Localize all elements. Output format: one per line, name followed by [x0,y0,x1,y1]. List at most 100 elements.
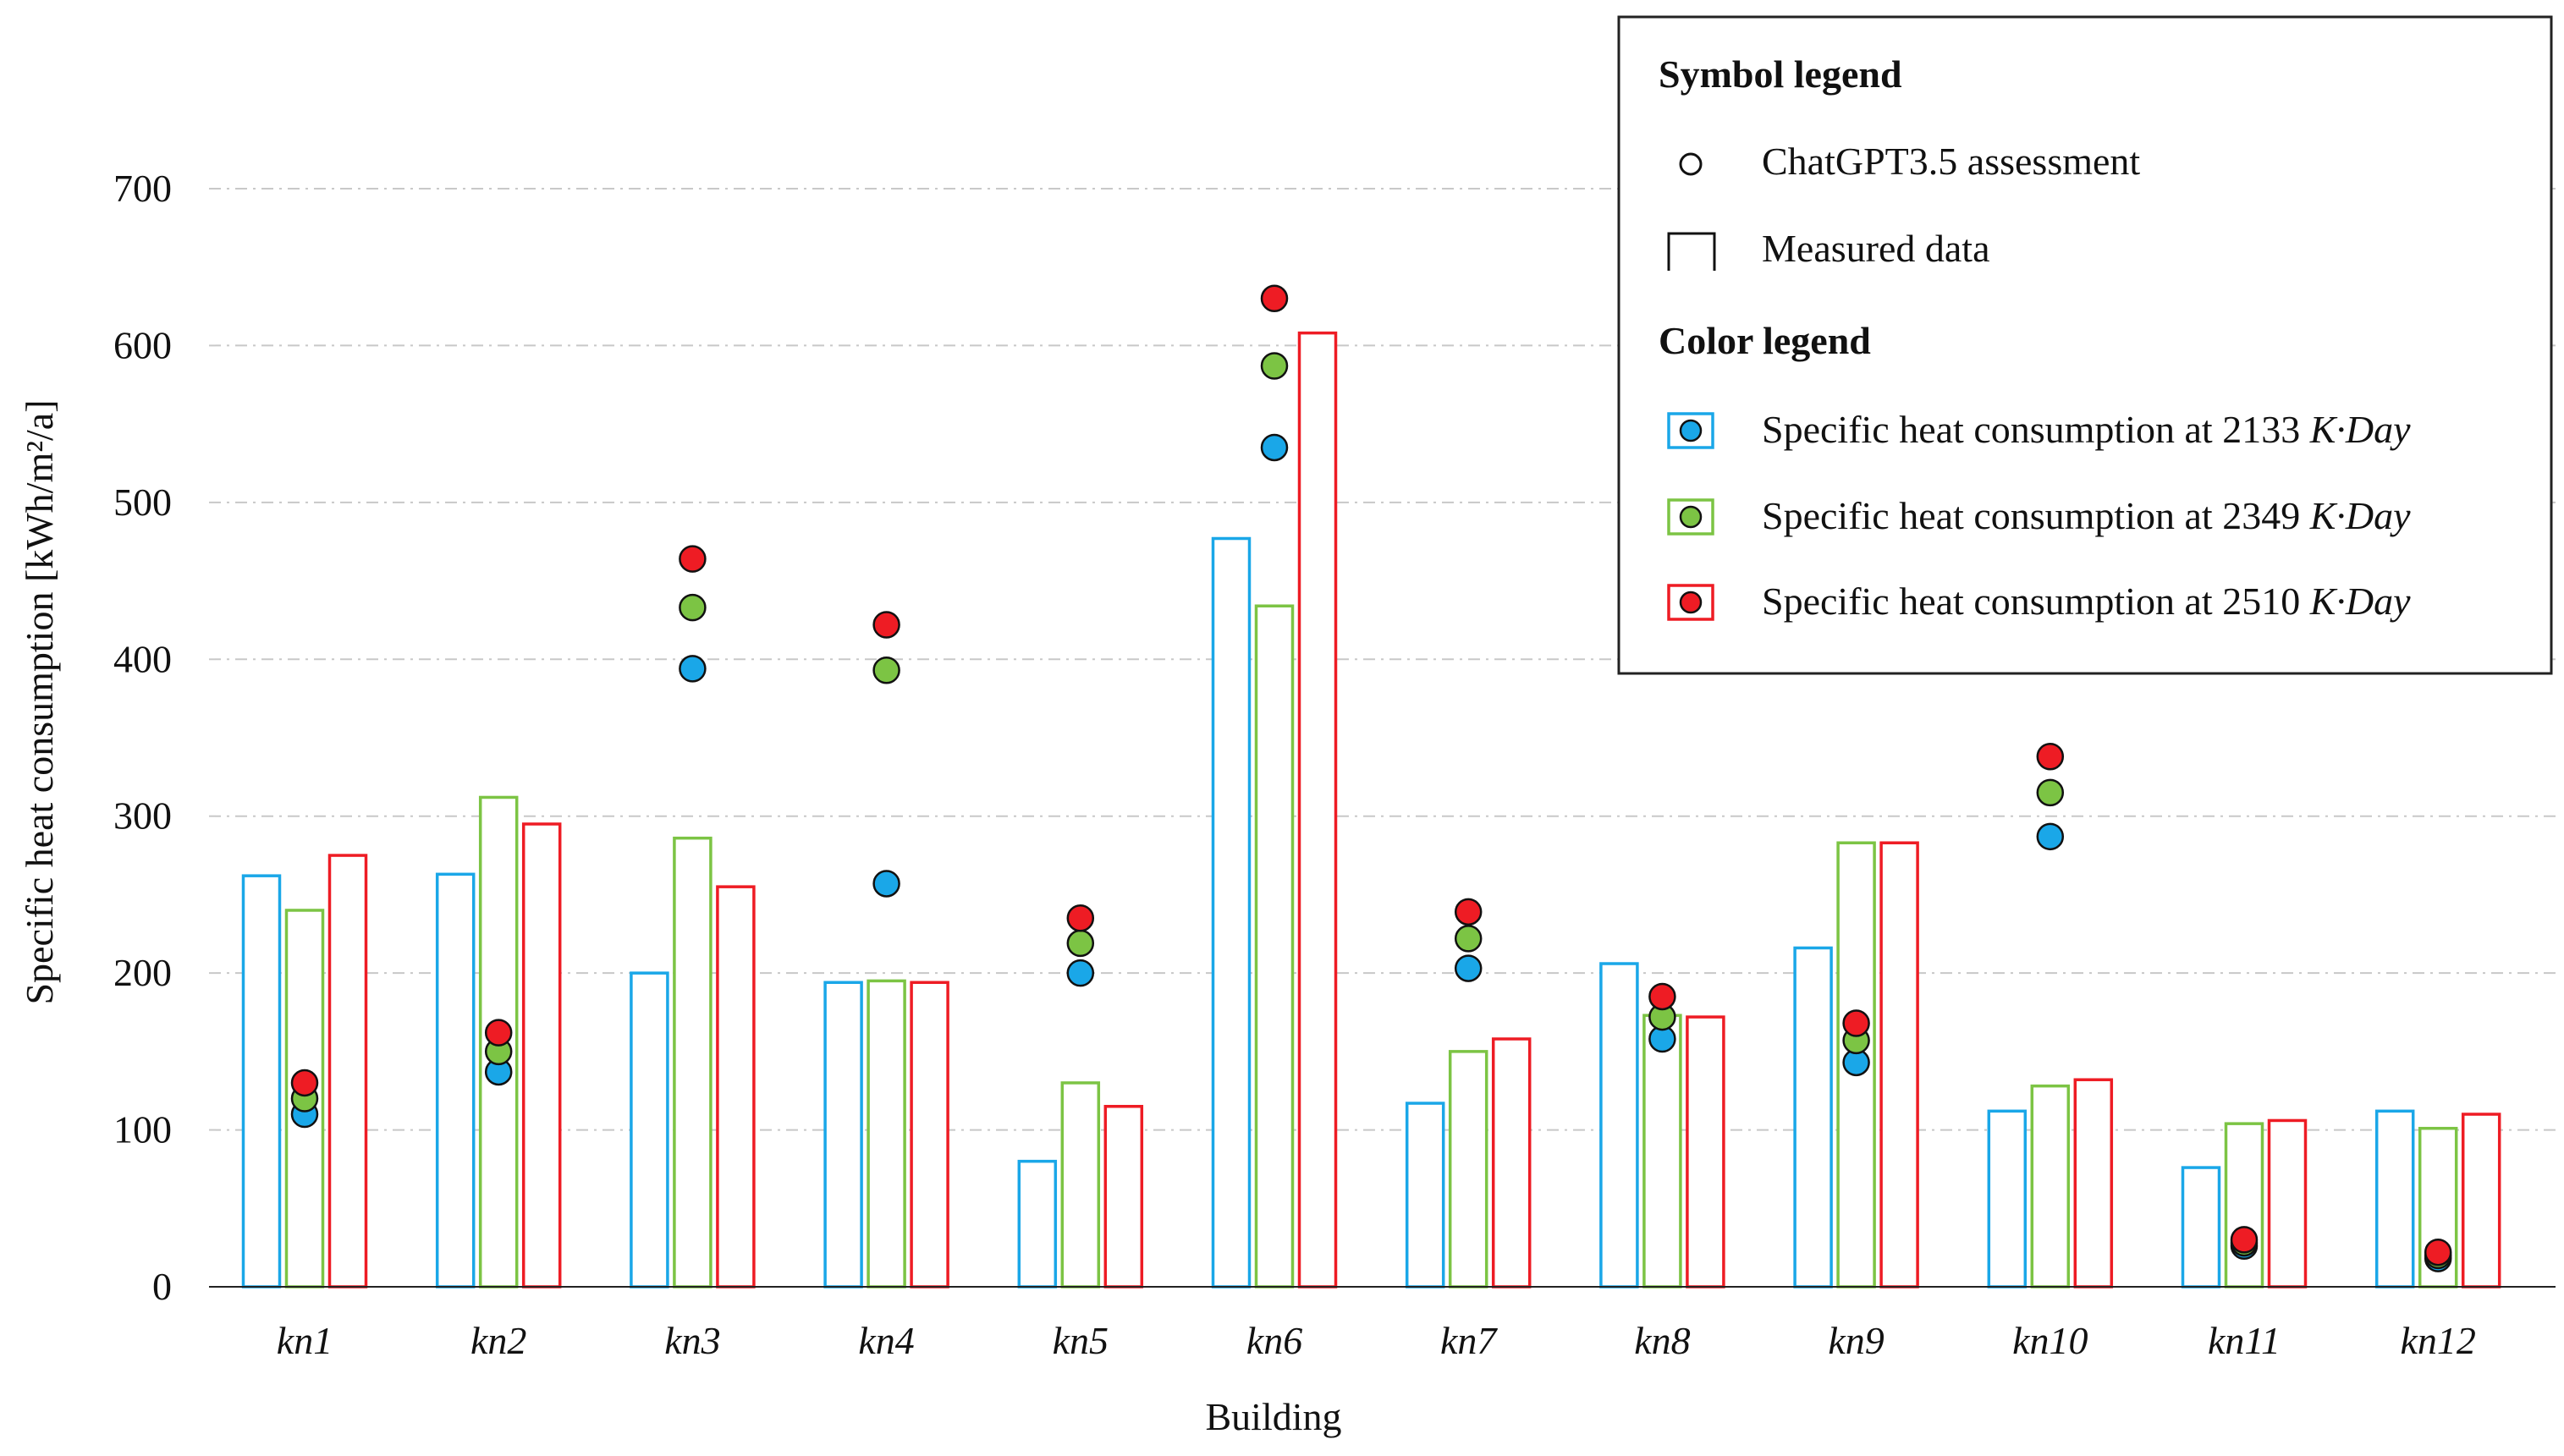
bar-kn4-2 [910,981,949,1288]
x-tick-label: kn7 [1440,1319,1498,1362]
x-tick-label: kn9 [1828,1319,1884,1362]
bar-kn1-0 [241,874,282,1288]
y-tick-label: 600 [113,323,172,366]
bar-kn8-2 [1686,1015,1725,1288]
legend-swatch-dot [1679,591,1703,614]
bar-kn10-1 [2030,1084,2071,1288]
x-tick-label: kn10 [2012,1319,2088,1362]
legend-swatch-dot [1679,505,1703,529]
y-tick-labels: 0 100 200 300 400 500 600 700 [113,167,172,1308]
point-kn6-1 [1260,352,1289,380]
legend-swatch-dot [1679,419,1703,442]
y-tick-label: 200 [113,951,172,994]
point-kn10-0 [2036,822,2065,851]
point-kn3-1 [679,593,707,622]
points [290,284,2452,1272]
bar-kn11-1 [2224,1122,2264,1288]
x-tick-label: kn8 [1634,1319,1690,1362]
legend-circle-symbol [1679,152,1703,176]
bar-kn7-0 [1405,1102,1445,1288]
bar-kn8-0 [1599,962,1639,1288]
bar-kn2-2 [521,822,562,1288]
y-tick-label: 400 [113,637,172,680]
x-tick-label: kn12 [2400,1319,2475,1362]
y-tick-label: 0 [152,1265,172,1308]
point-kn4-0 [872,870,900,898]
x-tick-label: kn1 [277,1319,333,1362]
legend-circle-label: ChatGPT3.5 assessment [1762,140,2140,183]
point-kn11-2 [2230,1226,2259,1254]
point-kn6-2 [1260,284,1289,313]
bar-kn7-2 [1491,1037,1532,1288]
bar-kn4-0 [823,981,863,1288]
bar-kn3-1 [673,836,713,1288]
point-kn8-2 [1648,982,1676,1011]
legend: Symbol legend ChatGPT3.5 assessment Meas… [1617,15,2553,675]
bar-kn5-2 [1103,1105,1144,1288]
bar-kn1-2 [327,854,368,1288]
bar-kn11-2 [2267,1118,2308,1288]
legend-color-label: Specific heat consumption at 2349 K·Day [1762,494,2411,537]
x-tick-labels: kn1 kn2 kn3 kn4 kn5 kn6 kn7 kn8 kn9 kn10 kn11 kn12 [277,1319,2476,1362]
bar-kn12-2 [2461,1113,2501,1288]
bar-kn3-2 [716,885,756,1288]
bar-kn6-1 [1254,604,1295,1288]
gridlines [209,188,2556,1131]
point-kn5-2 [1066,904,1095,932]
point-kn3-0 [679,655,707,683]
bar-kn10-0 [1987,1109,2028,1288]
point-kn10-1 [2036,778,2065,807]
point-kn5-1 [1066,929,1095,958]
bar-kn9-0 [1793,946,1833,1288]
bar-kn2-0 [435,872,476,1288]
bar-kn8-1 [1642,1014,1682,1288]
y-axis-title: Specific heat consumption [kWh/m²/a] [18,399,61,1004]
bar-kn5-1 [1060,1081,1101,1288]
legend-bar-symbol [1667,232,1716,271]
point-kn7-1 [1454,925,1483,953]
point-kn6-0 [1260,433,1289,462]
bar-kn3-0 [630,971,669,1288]
y-tick-label: 100 [113,1108,172,1151]
y-tick-label: 300 [113,794,172,838]
legend-color-label: Specific heat consumption at 2510 K·Day [1762,580,2411,623]
point-kn9-2 [1842,1009,1870,1037]
bar-kn6-2 [1297,331,1338,1288]
x-tick-label: kn3 [664,1319,720,1362]
bar-kn12-0 [2374,1109,2415,1288]
y-tick-label: 500 [113,481,172,524]
x-tick-label: kn4 [858,1319,914,1362]
legend-swatch-box [1667,412,1714,449]
point-kn4-2 [872,611,900,639]
x-tick-label: kn6 [1246,1319,1302,1362]
x-axis-title: Building [1205,1395,1341,1438]
x-tick-label: kn5 [1053,1319,1109,1362]
point-kn3-2 [679,545,707,573]
point-kn1-2 [290,1069,319,1097]
bar-kn4-1 [867,979,906,1288]
point-kn7-2 [1454,898,1483,926]
bar-kn11-0 [2181,1166,2221,1288]
x-tick-label: kn2 [470,1319,526,1362]
x-tick-label: kn11 [2208,1319,2281,1362]
y-tick-label: 700 [113,167,172,210]
point-kn2-2 [484,1019,513,1047]
point-kn12-2 [2424,1238,2452,1266]
bar-kn10-2 [2073,1078,2114,1288]
bar-kn7-1 [1448,1050,1488,1288]
legend-color-label: Specific heat consumption at 2133 K·Day [1762,408,2411,451]
bar-kn5-0 [1017,1159,1058,1288]
legend-box [1617,15,2553,675]
legend-color-items: Specific heat consumption at 2133 K·Day S… [1667,408,2411,623]
point-kn7-0 [1454,954,1483,982]
bar-kn9-2 [1879,841,1919,1288]
point-kn5-0 [1066,959,1095,987]
legend-symbol-heading: Symbol legend [1659,52,1902,96]
point-kn10-2 [2036,743,2065,771]
point-kn4-1 [872,657,900,684]
bar-kn6-0 [1211,536,1252,1288]
legend-color-heading: Color legend [1659,319,1871,362]
legend-bar-label: Measured data [1762,227,1990,270]
